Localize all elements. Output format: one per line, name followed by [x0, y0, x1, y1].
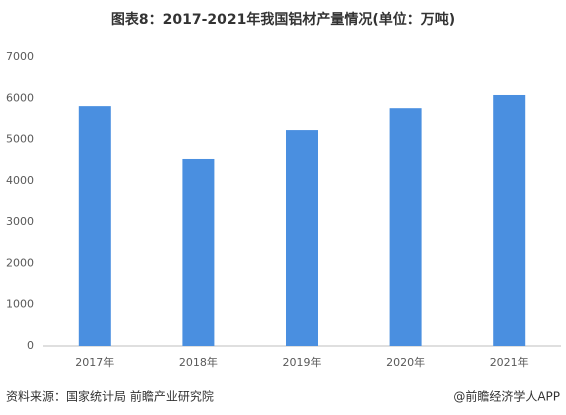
source: 资料来源：国家统计局 前瞻产业研究院	[6, 389, 214, 404]
x-tick-label: 2018年	[179, 355, 218, 369]
x-tick-label: 2019年	[283, 355, 322, 369]
bar	[182, 158, 215, 346]
y-tick-label: 5000	[6, 133, 34, 146]
bar	[78, 106, 111, 346]
y-tick-label: 3000	[6, 215, 34, 228]
bar	[286, 130, 318, 346]
chart-title: 图表8：2017-2021年我国铝材产量情况(单位：万吨)	[111, 11, 455, 28]
y-tick-label: 6000	[6, 91, 34, 104]
x-tick-label: 2020年	[386, 355, 425, 369]
x-tick-label: 2021年	[490, 355, 529, 369]
y-tick-label: 1000	[6, 298, 34, 311]
credit: @前瞻经济学人APP	[453, 389, 560, 404]
y-tick-label: 0	[27, 339, 34, 352]
bar	[493, 94, 526, 347]
y-tick-label: 4000	[6, 174, 34, 187]
y-tick-label: 2000	[6, 256, 34, 269]
y-tick-label: 7000	[6, 50, 34, 63]
x-tick-label: 2017年	[75, 355, 114, 369]
bar	[389, 108, 422, 347]
